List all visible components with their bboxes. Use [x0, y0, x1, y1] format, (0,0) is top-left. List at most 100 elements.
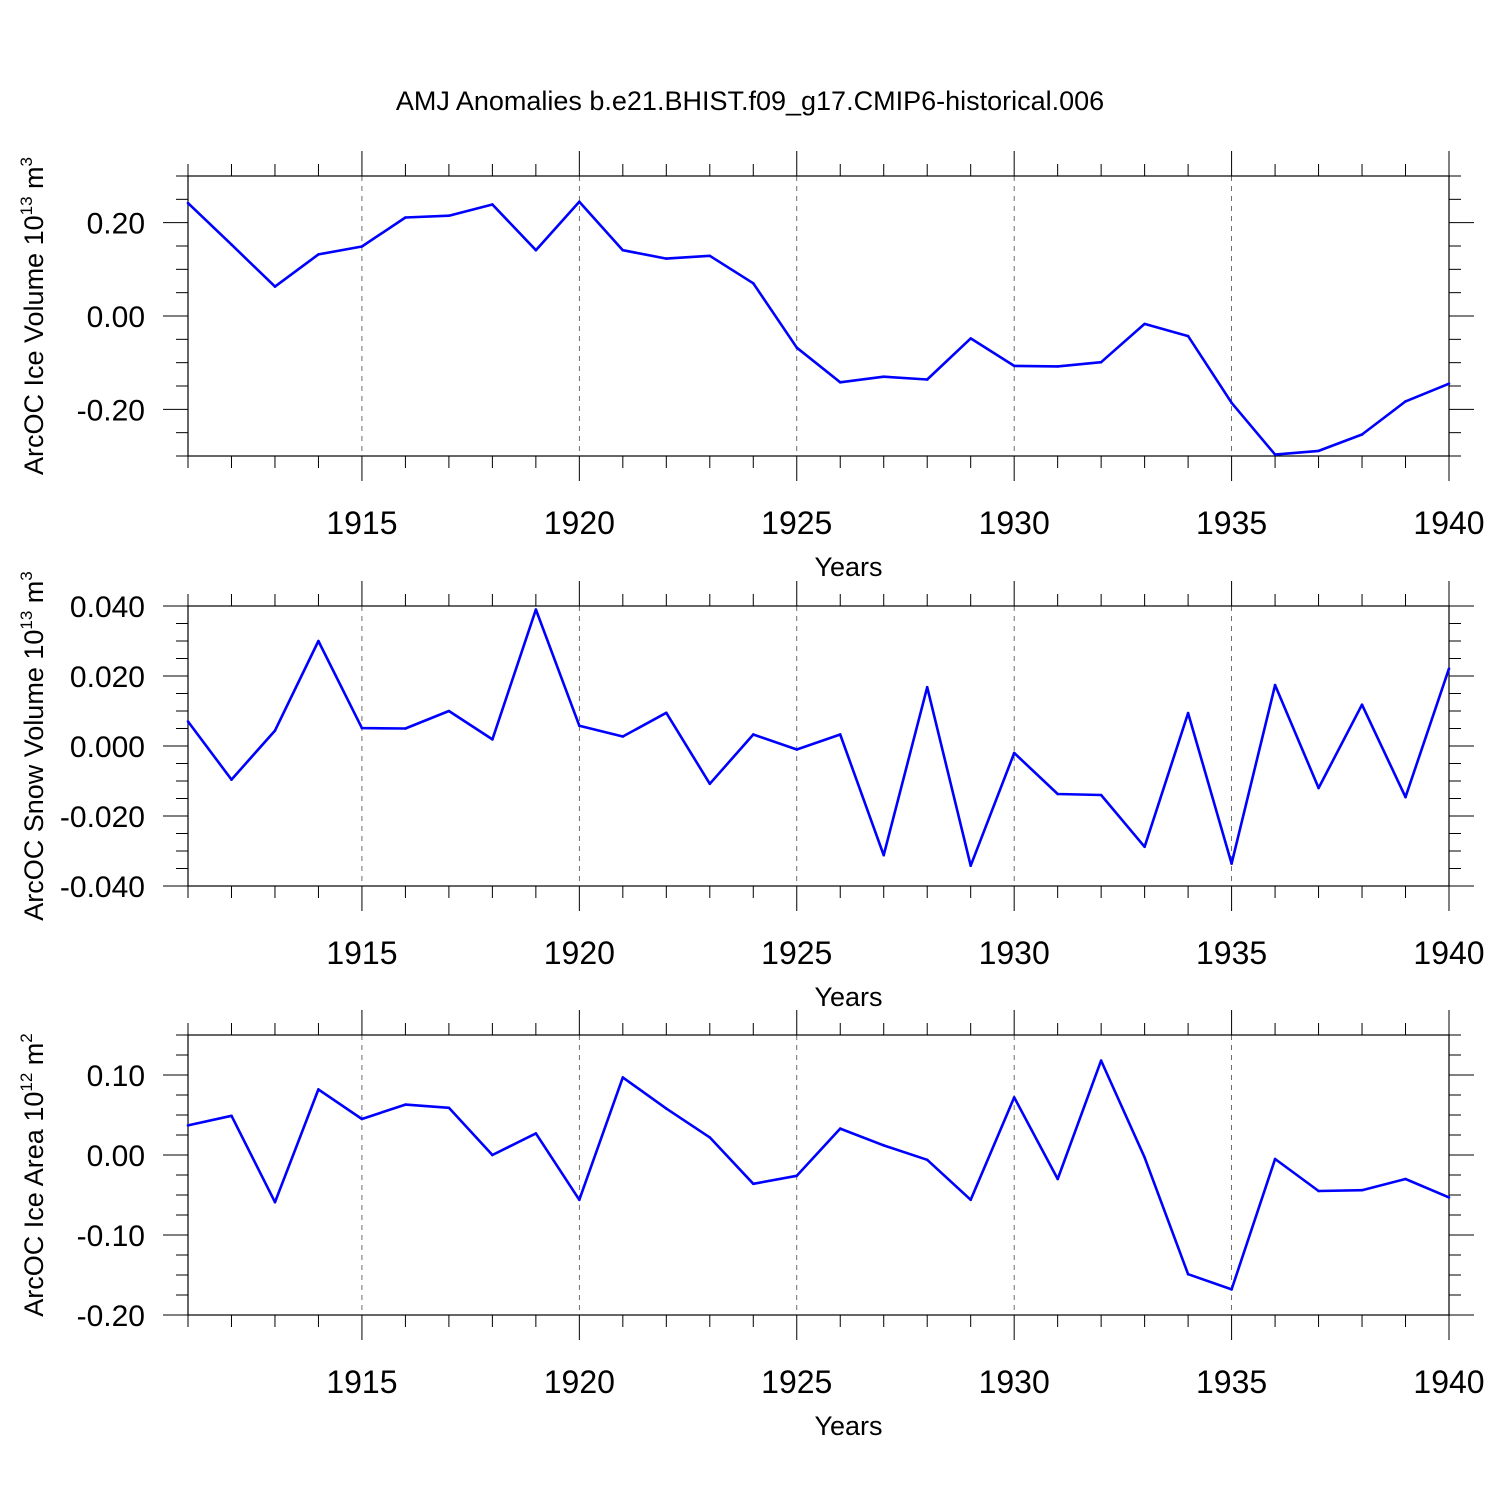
y-axis-label-main: ArcOC Ice Area 10: [19, 1092, 49, 1317]
data-point-1940: [1447, 382, 1451, 385]
data-point-1917: [447, 709, 451, 713]
data-point-1937: [1317, 1189, 1320, 1193]
data-point-1911: [186, 1124, 190, 1127]
y-axis-label: ArcOC Snow Volume 1013 m3: [17, 571, 49, 921]
x-tick-label: 1935: [1196, 1364, 1267, 1400]
x-tick-label: 1925: [761, 935, 832, 971]
data-point-1925: [795, 346, 799, 350]
y-tick-label: 0.10: [87, 1060, 145, 1093]
data-point-1918: [491, 203, 494, 206]
plot-frame: [187, 1034, 1450, 1316]
x-axis-label: Years: [814, 552, 882, 582]
data-point-1938: [1360, 433, 1364, 436]
data-point-1925: [795, 1174, 799, 1178]
series-line: [186, 608, 1451, 868]
x-tick-label: 1925: [761, 1364, 832, 1400]
data-point-1927: [882, 1144, 886, 1147]
y-tick-label: 0.00: [87, 301, 145, 334]
data-point-1930: [1012, 364, 1016, 368]
data-point-1919: [534, 608, 538, 611]
data-point-1931: [1056, 792, 1059, 796]
data-point-1927: [882, 375, 886, 378]
data-point-1920: [578, 200, 581, 203]
data-point-1929: [969, 1198, 972, 1202]
data-point-1931: [1056, 365, 1059, 368]
data-point-1922: [665, 711, 668, 715]
data-point-1926: [838, 1127, 842, 1130]
data-point-1926: [838, 733, 842, 736]
data-point-1912: [230, 243, 233, 246]
data-point-1921: [621, 1076, 625, 1079]
data-point-1932: [1099, 1059, 1103, 1062]
x-tick-label: 1915: [326, 935, 397, 971]
data-point-1916: [404, 216, 407, 219]
data-point-1939: [1404, 400, 1407, 403]
data-point-1936: [1273, 453, 1277, 456]
data-point-1934: [1186, 711, 1190, 715]
data-point-1917: [447, 1106, 451, 1110]
data-point-1913: [273, 1200, 277, 1204]
plot-frame: [187, 175, 1450, 457]
data-point-1933: [1143, 845, 1146, 849]
data-point-1930: [1012, 751, 1016, 755]
data-point-1916: [404, 1103, 407, 1106]
data-point-1919: [534, 1132, 538, 1135]
data-point-1923: [708, 254, 712, 258]
x-tick-label: 1940: [1413, 1364, 1484, 1400]
data-point-1921: [621, 735, 625, 738]
chart-title: AMJ Anomalies b.e21.BHIST.f09_g17.CMIP6-…: [396, 86, 1104, 116]
data-point-1935: [1230, 862, 1233, 865]
data-point-1940: [1447, 667, 1451, 670]
x-tick-label: 1920: [544, 505, 615, 541]
y-axis-label-unit-exponent: 3: [17, 157, 36, 166]
y-axis-label-exponent: 13: [17, 611, 36, 630]
data-point-1924: [751, 282, 755, 285]
data-point-1918: [491, 738, 494, 741]
data-point-1927: [882, 853, 886, 857]
panel-1: -0.20 0.00 0.20 1915 1920 1925 1930 1935 1940 Yea…: [17, 151, 1485, 582]
data-point-1938: [1360, 1188, 1364, 1192]
data-point-1936: [1273, 683, 1277, 687]
data-point-1929: [969, 337, 972, 340]
data-point-1934: [1186, 334, 1190, 338]
data-point-1928: [925, 1158, 929, 1162]
data-point-1912: [230, 778, 233, 781]
data-point-1919: [534, 248, 538, 252]
data-point-1917: [447, 214, 451, 217]
data-point-1940: [1447, 1196, 1451, 1199]
panel-3: -0.20 -0.10 0.00 0.10 1915 1920 1925 1930 1935 19…: [17, 1010, 1485, 1441]
y-tick-label: -0.020: [60, 801, 145, 834]
y-tick-label: -0.20: [77, 394, 145, 427]
y-axis-label-exponent: 12: [17, 1073, 36, 1092]
data-point-1933: [1143, 322, 1146, 326]
data-point-1911: [186, 201, 190, 205]
y-axis-label-main: ArcOC Ice Volume 10: [19, 215, 49, 475]
data-point-1935: [1230, 1288, 1233, 1291]
y-axis-label-unit: m: [19, 166, 49, 196]
data-point-1915: [360, 726, 364, 730]
data-point-1920: [578, 724, 581, 727]
plot-frame: [187, 605, 1450, 887]
data-point-1911: [186, 720, 190, 723]
data-point-1922: [665, 257, 668, 260]
data-point-1937: [1317, 786, 1320, 790]
x-tick-label: 1940: [1413, 935, 1484, 971]
data-point-1912: [230, 1114, 233, 1118]
y-tick-label: 0.040: [70, 591, 145, 624]
data-point-1931: [1056, 1177, 1059, 1181]
data-point-1939: [1404, 1177, 1407, 1181]
series-line: [187, 200, 1450, 456]
data-point-1922: [665, 1107, 668, 1110]
x-tick-label: 1935: [1196, 935, 1267, 971]
data-point-1925: [795, 748, 799, 751]
data-point-1936: [1273, 1157, 1277, 1161]
data-point-1914: [317, 639, 320, 643]
x-axis-label: Years: [814, 1411, 882, 1441]
data-point-1939: [1404, 795, 1407, 799]
y-tick-label: -0.040: [60, 871, 145, 904]
x-tick-label: 1920: [544, 935, 615, 971]
x-tick-label: 1940: [1413, 505, 1484, 541]
data-point-1916: [404, 727, 407, 730]
data-point-1924: [751, 733, 755, 736]
y-axis-label-unit: m: [19, 1043, 49, 1073]
